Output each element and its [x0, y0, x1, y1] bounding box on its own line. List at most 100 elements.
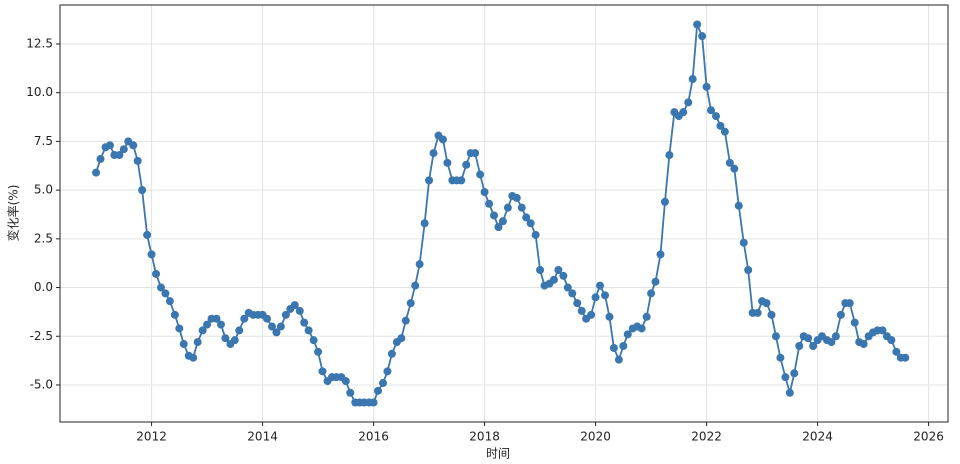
data-point: [309, 336, 318, 345]
y-tick-label: -5.0: [30, 377, 53, 391]
data-point: [892, 347, 901, 356]
data-point: [304, 326, 313, 335]
data-point: [406, 299, 415, 308]
data-point: [887, 336, 896, 345]
data-point: [517, 203, 526, 212]
data-point: [92, 168, 101, 177]
data-point: [216, 320, 225, 329]
data-point: [443, 158, 452, 167]
data-point: [720, 127, 729, 136]
data-point: [457, 176, 466, 185]
data-point: [563, 283, 572, 292]
data-point: [198, 326, 207, 335]
data-point: [859, 340, 868, 349]
data-point: [587, 310, 596, 319]
plot-frame: [59, 4, 949, 423]
data-point: [161, 289, 170, 298]
data-point: [476, 170, 485, 179]
data-point: [429, 149, 438, 158]
y-tick-label: 5.0: [34, 183, 53, 197]
data-point: [96, 154, 105, 163]
data-point: [189, 353, 198, 362]
data-point: [716, 121, 725, 130]
data-point: [346, 388, 355, 397]
data-point: [665, 151, 674, 160]
data-point: [647, 289, 656, 298]
data-point: [263, 314, 272, 323]
y-tick-label: 0.0: [34, 280, 53, 294]
data-point: [503, 203, 512, 212]
y-tick-label: 12.5: [26, 36, 53, 50]
data-point: [383, 367, 392, 376]
data-point: [850, 318, 859, 327]
data-point: [605, 312, 614, 321]
data-point: [119, 145, 128, 154]
data-point: [804, 334, 813, 343]
x-tick-label: 2016: [358, 430, 389, 444]
y-tick-label: -2.5: [30, 329, 53, 343]
data-point: [300, 318, 309, 327]
data-point: [438, 135, 447, 144]
data-point: [115, 151, 124, 160]
x-tick-label: 2012: [136, 430, 167, 444]
data-point: [734, 201, 743, 210]
data-point: [420, 219, 429, 228]
x-tick-label: 2018: [469, 430, 500, 444]
data-point: [295, 306, 304, 315]
data-point: [577, 306, 586, 315]
data-point: [831, 332, 840, 341]
data-point: [498, 217, 507, 226]
data-point: [591, 293, 600, 302]
data-point: [596, 281, 605, 290]
data-point: [785, 388, 794, 397]
data-point: [573, 299, 582, 308]
data-point: [170, 310, 179, 319]
data-point: [490, 211, 499, 220]
data-point: [401, 316, 410, 325]
data-point: [739, 238, 748, 247]
data-point: [281, 310, 290, 319]
data-point: [702, 82, 711, 91]
data-point: [379, 379, 388, 388]
data-point: [272, 328, 281, 337]
data-point: [138, 186, 147, 195]
data-point: [614, 355, 623, 364]
data-point: [901, 353, 910, 362]
data-point: [193, 338, 202, 347]
data-point: [776, 353, 785, 362]
data-point: [133, 156, 142, 165]
data-point: [744, 266, 753, 275]
data-point: [559, 271, 568, 280]
x-tick-label: 2014: [247, 430, 278, 444]
data-point: [147, 250, 156, 259]
data-point: [175, 324, 184, 333]
data-point: [415, 260, 424, 269]
data-point: [462, 160, 471, 169]
data-point: [212, 314, 221, 323]
data-point: [725, 158, 734, 167]
data-point: [522, 213, 531, 222]
data-point: [471, 149, 480, 158]
data-point: [642, 312, 651, 321]
data-point: [619, 342, 628, 351]
data-point: [105, 141, 114, 150]
data-point: [601, 291, 610, 300]
data-point: [129, 141, 138, 150]
data-point: [314, 347, 323, 356]
x-tick-label: 2022: [691, 430, 722, 444]
data-point: [397, 334, 406, 343]
data-point: [531, 230, 540, 239]
data-point: [494, 223, 503, 232]
data-point: [203, 320, 212, 329]
data-point: [157, 283, 166, 292]
data-point: [143, 230, 152, 239]
data-point: [549, 275, 558, 284]
data-point: [781, 373, 790, 382]
data-point: [179, 340, 188, 349]
data-point: [637, 324, 646, 333]
data-point: [836, 310, 845, 319]
data-point: [698, 32, 707, 41]
x-tick-label: 2024: [802, 430, 833, 444]
data-point: [235, 326, 244, 335]
